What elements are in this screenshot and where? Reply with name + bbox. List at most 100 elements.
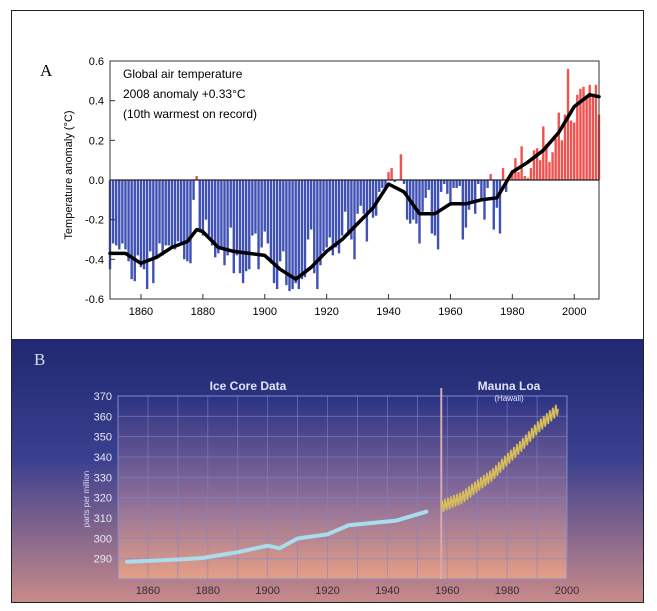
temperature-bar xyxy=(282,180,285,252)
temperature-bar xyxy=(232,180,235,274)
co2-y-tick-label: 340 xyxy=(94,452,112,464)
temperature-bar xyxy=(319,180,322,266)
temperature-bar xyxy=(412,180,415,220)
temperature-bar xyxy=(260,180,263,248)
temperature-bar xyxy=(164,180,167,246)
co2-chart: B 1860 1880 1900 1920 1940 1960 1980 2000 370 360… xyxy=(12,339,643,602)
y-tick-label: -0.6 xyxy=(85,294,104,306)
hawaii-region-label: (Hawaii) xyxy=(494,394,524,403)
temperature-bar xyxy=(498,180,502,234)
temperature-bar xyxy=(269,180,273,264)
temperature-bar xyxy=(362,180,365,214)
annotation-line-1: Global air temperature xyxy=(123,67,243,81)
temperature-bar xyxy=(344,180,347,212)
temperature-bar xyxy=(554,138,557,180)
temperature-bar xyxy=(257,180,260,270)
mauna-loa-region-label: Mauna Loa xyxy=(478,379,541,393)
temperature-bar xyxy=(501,168,505,180)
temperature-ticks: 1860 1880 1900 1920 1940 1960 1980 2000 0.6 0.4 0.… xyxy=(85,56,586,318)
temperature-bar xyxy=(374,180,378,216)
temperature-bar xyxy=(542,126,545,180)
temperature-bar xyxy=(566,68,570,180)
temperature-bar xyxy=(235,180,239,256)
temperature-bar xyxy=(195,176,198,180)
co2-ticks: 1860 1880 1900 1920 1940 1960 1980 2000 370 360 35… xyxy=(94,391,580,597)
panel-a-letter: A xyxy=(40,61,53,80)
temperature-bar xyxy=(303,180,307,278)
smoothed-temperature-line xyxy=(108,92,601,281)
temperature-bar xyxy=(551,152,554,180)
temperature-bar xyxy=(520,146,523,180)
temperature-bar xyxy=(353,180,356,260)
temperature-bar xyxy=(548,162,551,180)
temperature-bar xyxy=(467,180,471,210)
ice-core-line xyxy=(125,509,429,564)
temperature-bar xyxy=(251,180,254,236)
temperature-bar xyxy=(545,144,548,180)
temperature-bar xyxy=(204,180,208,220)
temperature-bar xyxy=(322,180,325,252)
temperature-bar xyxy=(421,180,424,212)
co2-y-tick-label: 310 xyxy=(94,513,112,525)
y-tick-label: 0.2 xyxy=(89,135,104,147)
co2-x-tick-label: 2000 xyxy=(555,585,579,597)
temperature-bar xyxy=(152,180,155,284)
co2-grid xyxy=(117,395,568,579)
temperature-bar xyxy=(223,180,226,266)
temperature-bar xyxy=(378,180,381,192)
temperature-bar xyxy=(591,96,595,180)
temperature-bar xyxy=(532,150,536,180)
temperature-bar xyxy=(347,180,350,236)
x-tick-label: 1940 xyxy=(376,306,400,318)
temperature-bar xyxy=(529,168,533,180)
temperature-bar xyxy=(136,180,140,256)
temperature-y-axis-label: Temperature anomaly (°C) xyxy=(63,110,75,239)
temperature-bar xyxy=(504,180,508,192)
mauna-loa-line xyxy=(440,404,559,512)
temperature-bar xyxy=(446,180,449,194)
temperature-bar xyxy=(186,180,189,262)
temperature-bar xyxy=(198,180,201,230)
temperature-bar xyxy=(461,180,465,240)
temperature-bar xyxy=(576,94,579,180)
temperature-bar xyxy=(306,180,310,240)
temperature-bar xyxy=(121,180,124,244)
temperature-bar xyxy=(387,172,390,180)
temperature-bar xyxy=(183,180,186,260)
temperature-bar xyxy=(563,114,567,180)
co2-x-tick-label: 1980 xyxy=(495,585,519,597)
co2-x-tick-label: 1880 xyxy=(196,585,220,597)
temperature-bar xyxy=(173,180,177,250)
temperature-bar xyxy=(309,180,313,230)
co2-y-tick-label: 370 xyxy=(94,391,112,403)
temperature-bar xyxy=(415,180,418,224)
temperature-bar xyxy=(359,180,362,206)
y-tick-label: 0.6 xyxy=(89,56,104,68)
temperature-bar xyxy=(176,180,180,242)
temperature-bar xyxy=(279,180,282,262)
temperature-bar xyxy=(489,174,492,180)
temperature-bar xyxy=(291,180,294,290)
temperature-bar xyxy=(455,180,458,188)
temperature-bar xyxy=(170,180,174,248)
temperature-bar xyxy=(217,180,220,254)
temperature-bar xyxy=(452,180,455,188)
temperature-bar xyxy=(443,180,446,184)
temperature-bar xyxy=(266,180,270,244)
temperature-bar xyxy=(145,180,149,290)
temperature-bar xyxy=(470,180,474,204)
temperature-bar xyxy=(381,180,384,188)
y-tick-label: -0.4 xyxy=(85,254,104,266)
x-tick-label: 1860 xyxy=(129,306,153,318)
co2-x-tick-label: 1860 xyxy=(136,585,160,597)
temperature-bar xyxy=(557,112,560,180)
temperature-bar xyxy=(272,180,276,284)
temperature-bar xyxy=(313,180,316,274)
temperature-bar xyxy=(399,154,403,180)
temperature-bar xyxy=(569,120,573,180)
co2-x-tick-label: 1900 xyxy=(255,585,279,597)
temperature-bar xyxy=(139,180,143,268)
temperature-bar xyxy=(328,180,331,238)
temperature-bar xyxy=(405,180,409,220)
temperature-bar xyxy=(337,180,341,254)
